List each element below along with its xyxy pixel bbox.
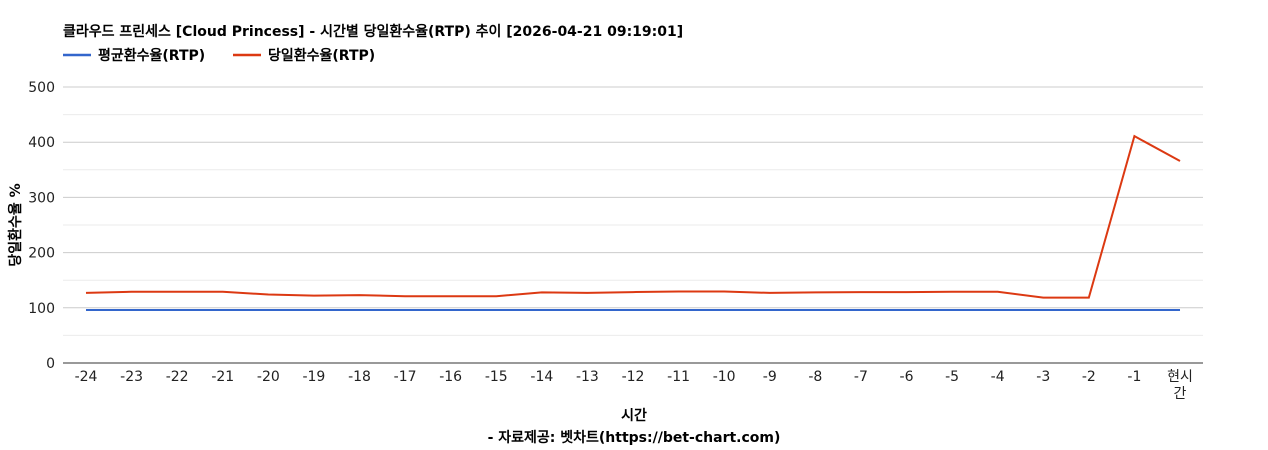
x-tick-label: -13	[576, 369, 599, 385]
x-tick-label: -17	[394, 369, 417, 385]
y-tick-label: 0	[46, 356, 55, 372]
x-tick-label: -6	[900, 369, 914, 385]
x-tick-label: -15	[485, 369, 508, 385]
x-tick-label: 현시 간	[1167, 369, 1193, 402]
x-tick-label: -16	[439, 369, 462, 385]
y-tick-label: 300	[28, 190, 55, 206]
y-tick-label: 400	[28, 135, 55, 151]
x-tick-label: -4	[991, 369, 1005, 385]
y-tick-label: 500	[28, 80, 55, 96]
x-tick-label: -20	[257, 369, 280, 385]
x-tick-label: -12	[622, 369, 645, 385]
x-tick-label: -24	[75, 369, 98, 385]
x-tick-label: -2	[1082, 369, 1096, 385]
x-tick-label: -5	[945, 369, 959, 385]
x-tick-label: -19	[302, 369, 325, 385]
grid: 0 100 200 300 400 500	[28, 80, 1203, 372]
x-tick-label: -1	[1127, 369, 1141, 385]
x-tick-label: -11	[667, 369, 690, 385]
series-lines	[85, 134, 1181, 312]
x-axis-label: 시간	[621, 407, 647, 424]
chart-title: 클라우드 프린세스 [Cloud Princess] - 시간별 당일환수율(R…	[63, 23, 683, 40]
x-tick-label: -21	[211, 369, 234, 385]
source-credit: - 자료제공: 벳차트(https://bet-chart.com)	[488, 429, 781, 446]
y-axis-label: 당일환수율 %	[7, 183, 24, 266]
legend: 평균환수율(RTP) 당일환수율(RTP)	[63, 47, 375, 64]
y-tick-label: 100	[28, 301, 55, 317]
x-tick-label: -3	[1036, 369, 1050, 385]
legend-label: 당일환수율(RTP)	[268, 47, 375, 64]
x-tick-label: -7	[854, 369, 868, 385]
x-tick-label: -10	[713, 369, 736, 385]
x-tick-label: -22	[166, 369, 189, 385]
x-tick-label: -9	[763, 369, 777, 385]
x-tick-label: -18	[348, 369, 371, 385]
series-line-1	[85, 134, 1181, 299]
x-tick-label: -14	[530, 369, 553, 385]
x-tick-label: -8	[808, 369, 822, 385]
x-axis-ticks: -24 -23 -22 -21 -20 -19 -18 -17 -16 -15 -14 -13 -12 -…	[75, 369, 1193, 402]
x-tick-label: -23	[120, 369, 143, 385]
legend-label: 평균환수율(RTP)	[98, 47, 205, 64]
y-tick-label: 200	[28, 246, 55, 262]
